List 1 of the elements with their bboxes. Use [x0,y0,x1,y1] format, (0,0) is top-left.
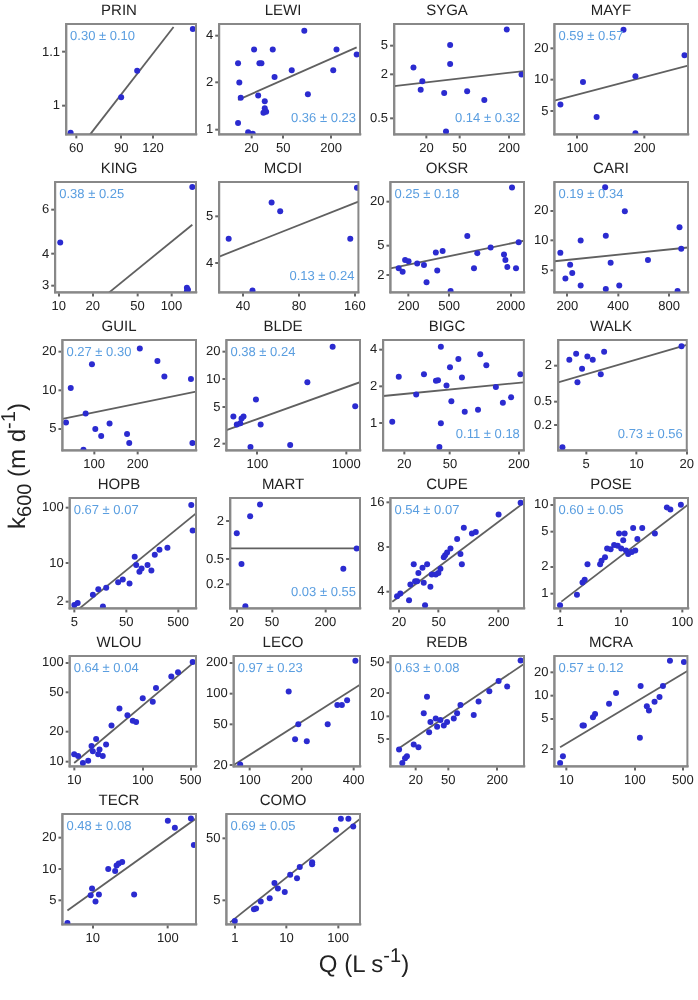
x-axis-title: Q (L s$^{-1}$) [316,946,412,978]
